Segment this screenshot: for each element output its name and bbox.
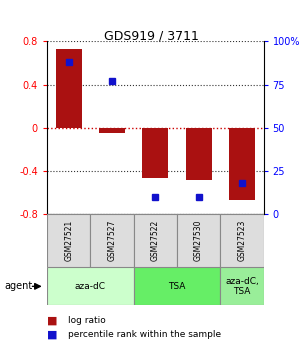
Text: percentile rank within the sample: percentile rank within the sample bbox=[68, 330, 221, 339]
Text: GSM27522: GSM27522 bbox=[151, 220, 160, 261]
Text: aza-dC,
TSA: aza-dC, TSA bbox=[225, 277, 259, 296]
Bar bbox=[142, 128, 168, 178]
Bar bbox=[134, 267, 220, 305]
Bar bbox=[47, 267, 134, 305]
Text: agent: agent bbox=[5, 282, 33, 291]
Text: ■: ■ bbox=[47, 316, 58, 326]
Bar bbox=[99, 128, 125, 133]
Bar bbox=[56, 49, 82, 128]
Bar bbox=[47, 214, 90, 267]
Text: GSM27530: GSM27530 bbox=[194, 220, 203, 262]
Bar bbox=[134, 214, 177, 267]
Bar bbox=[186, 128, 211, 180]
Text: GSM27523: GSM27523 bbox=[238, 220, 246, 261]
Bar bbox=[177, 214, 220, 267]
Text: GDS919 / 3711: GDS919 / 3711 bbox=[104, 29, 199, 42]
Text: log ratio: log ratio bbox=[68, 316, 106, 325]
Text: GSM27521: GSM27521 bbox=[64, 220, 73, 261]
Text: TSA: TSA bbox=[168, 282, 186, 291]
Text: ■: ■ bbox=[47, 330, 58, 339]
Bar bbox=[90, 214, 134, 267]
Text: aza-dC: aza-dC bbox=[75, 282, 106, 291]
Bar bbox=[220, 214, 264, 267]
Bar bbox=[229, 128, 255, 200]
Text: GSM27527: GSM27527 bbox=[108, 220, 116, 261]
Bar bbox=[220, 267, 264, 305]
